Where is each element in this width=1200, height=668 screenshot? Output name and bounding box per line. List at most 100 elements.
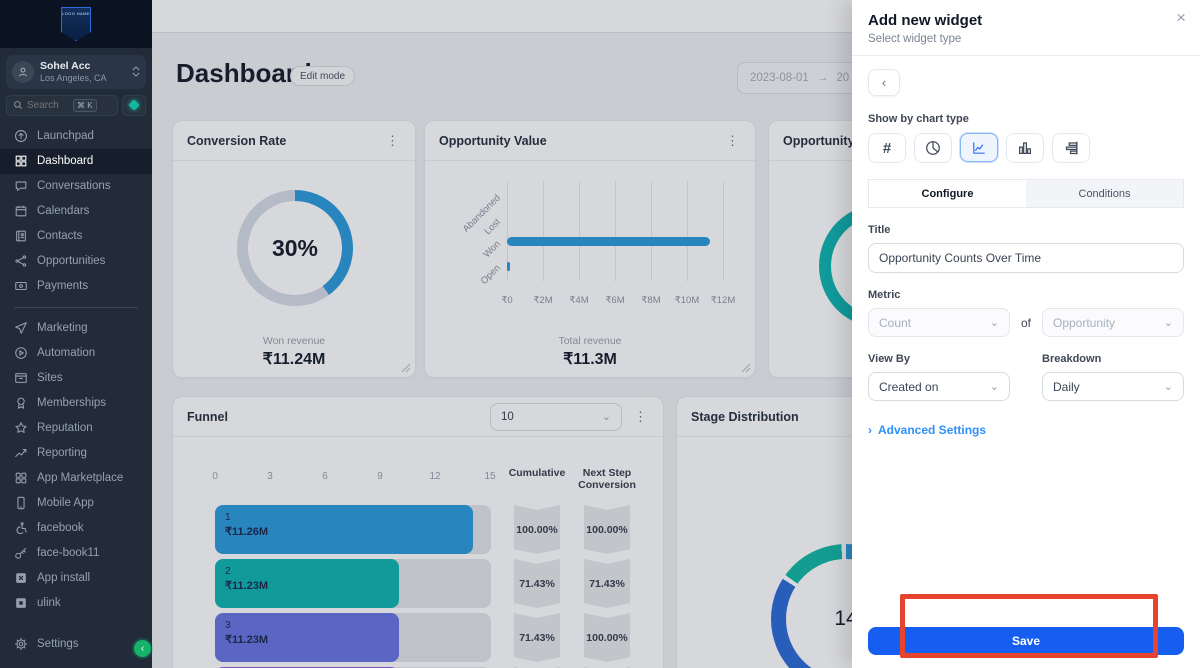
bar-chart-icon <box>1065 141 1078 155</box>
sidebar-item-launchpad[interactable]: Launchpad <box>0 124 152 149</box>
chart-type-column-button[interactable] <box>1006 133 1044 163</box>
sidebar-item-sites[interactable]: Sites <box>0 366 152 391</box>
advanced-settings-link[interactable]: › Advanced Settings <box>868 423 987 437</box>
sidebar-divider <box>14 306 138 308</box>
ai-assistant-button[interactable] <box>122 94 146 116</box>
square-x-icon <box>16 573 26 584</box>
chart-type-line-button[interactable] <box>960 133 998 162</box>
account-switcher[interactable]: Sohel Acc Los Angeles, CA <box>6 55 146 89</box>
title-label: Title <box>868 224 891 236</box>
key-icon <box>15 548 27 560</box>
sidebar-item-marketing[interactable]: Marketing <box>0 316 152 341</box>
funnel-bar-row: 2 ₹11.23M <box>215 559 491 608</box>
kebab-menu-icon[interactable]: ⋮ <box>386 132 399 148</box>
search-field[interactable] <box>27 99 69 111</box>
breakdown-select[interactable]: Daily ⌄ <box>1042 372 1184 401</box>
resize-handle[interactable] <box>741 363 751 373</box>
conversion-donut-chart: 30% <box>237 190 353 306</box>
account-location: Los Angeles, CA <box>40 73 107 84</box>
sidebar-item-face-book11[interactable]: face-book11 <box>0 541 152 566</box>
chevron-down-icon: ⌄ <box>989 317 999 329</box>
chart-type-number-button[interactable]: # <box>868 133 906 163</box>
sidebar-item-dashboard[interactable]: Dashboard <box>0 148 152 174</box>
save-button[interactable]: Save <box>868 627 1184 655</box>
stage-total: 14 <box>834 607 858 630</box>
won-bar <box>507 237 724 246</box>
funnel-page-size-select[interactable]: 10 ⌄ <box>490 402 622 431</box>
logo-text: LOGO NAME <box>62 11 90 16</box>
tab-conditions[interactable]: Conditions <box>1026 180 1183 207</box>
star-icon <box>15 422 27 434</box>
metric-object-select[interactable]: Opportunity ⌄ <box>1042 308 1184 337</box>
tab-configure[interactable]: Configure <box>869 180 1026 207</box>
sidebar-item-contacts[interactable]: Contacts <box>0 224 152 249</box>
payments-icon <box>15 282 27 291</box>
hash-icon: # <box>882 139 892 157</box>
square-box-icon <box>16 598 26 609</box>
contacts-icon <box>16 231 26 242</box>
search-shortcut: ⌘ K <box>73 98 97 112</box>
arrow-right-icon: → <box>816 72 829 84</box>
funnel-bar-row: 3 ₹11.23M <box>215 613 491 662</box>
search-input[interactable]: ⌘ K <box>6 94 118 116</box>
widget-title-input[interactable] <box>868 243 1184 273</box>
logo-shield-icon: LOGO NAME <box>61 7 91 41</box>
calendar-icon <box>15 206 27 217</box>
panel-title: Add new widget <box>868 12 983 29</box>
sidebar-item-facebook[interactable]: facebook <box>0 516 152 541</box>
send-icon <box>15 322 27 335</box>
edit-mode-badge[interactable]: Edit mode <box>290 66 356 86</box>
won-revenue-value: ₹11.24M <box>262 351 326 368</box>
chevron-down-icon: ⌄ <box>989 381 999 393</box>
widget-title: Opportunity <box>783 133 855 148</box>
sidebar-item-reporting[interactable]: Reporting <box>0 441 152 466</box>
next-step-header: Next Step Conversion <box>578 467 636 492</box>
close-icon[interactable]: × <box>1176 8 1186 27</box>
sidebar-item-ulink[interactable]: ulink <box>0 591 152 616</box>
sidebar-item-automation[interactable]: Automation <box>0 341 152 366</box>
sidebar-item-settings[interactable]: Settings <box>0 631 152 656</box>
sidebar-item-calendars[interactable]: Calendars <box>0 199 152 224</box>
won-revenue-label: Won revenue <box>262 335 326 347</box>
gear-icon <box>14 637 28 650</box>
kebab-menu-icon[interactable]: ⋮ <box>634 408 647 424</box>
sidebar-item-mobile-app[interactable]: Mobile App <box>0 491 152 516</box>
account-name: Sohel Acc <box>40 60 91 72</box>
sidebar-item-app-marketplace[interactable]: App Marketplace <box>0 466 152 491</box>
sidebar-item-memberships[interactable]: Memberships <box>0 391 152 416</box>
view-by-select[interactable]: Created on ⌄ <box>868 372 1010 401</box>
logo: LOGO NAME <box>0 0 152 48</box>
date-start: 2023-08-01 <box>750 72 809 84</box>
chart-type-pie-button[interactable] <box>914 133 952 163</box>
trend-icon <box>15 449 27 458</box>
chart-type-bar-button[interactable] <box>1052 133 1090 163</box>
sidebar-item-app-install[interactable]: App install <box>0 566 152 591</box>
sidebar-item-payments[interactable]: Payments <box>0 274 152 299</box>
play-circle-icon <box>15 347 27 360</box>
chevron-left-icon: ‹ <box>881 75 887 90</box>
sidebar-item-conversations[interactable]: Conversations <box>0 174 152 199</box>
accessibility-icon <box>16 522 27 535</box>
chevron-down-icon: ⌄ <box>1163 317 1173 329</box>
avatar <box>12 60 34 83</box>
resize-handle[interactable] <box>401 363 411 373</box>
chevron-right-icon: › <box>868 423 872 437</box>
sidebar-nav: Launchpad Dashboard Conversations Calend… <box>0 124 152 668</box>
kebab-menu-icon[interactable]: ⋮ <box>726 132 739 148</box>
chevron-updown-icon <box>132 66 140 78</box>
of-label: of <box>1020 315 1031 330</box>
sidebar-item-reputation[interactable]: Reputation <box>0 416 152 441</box>
funnel-chart: 0 3 6 9 12 15 Cumulative Next Step Conve… <box>173 437 663 668</box>
panel-subtitle: Select widget type <box>868 33 962 45</box>
sidebar-item-opportunities[interactable]: Opportunities <box>0 249 152 274</box>
opportunities-icon <box>15 255 27 268</box>
sidebar-collapse-button[interactable]: ‹ <box>134 640 151 657</box>
open-bar <box>507 262 724 271</box>
back-button[interactable]: ‹ <box>868 69 900 96</box>
browser-icon <box>15 373 27 384</box>
cumulative-header: Cumulative <box>508 467 566 479</box>
pie-chart-icon <box>926 141 940 155</box>
metric-function-select[interactable]: Count ⌄ <box>868 308 1010 337</box>
grid-icon <box>15 473 27 484</box>
widget-conversion-rate: Conversion Rate ⋮ 30% Won revenue ₹11.24… <box>172 120 416 378</box>
